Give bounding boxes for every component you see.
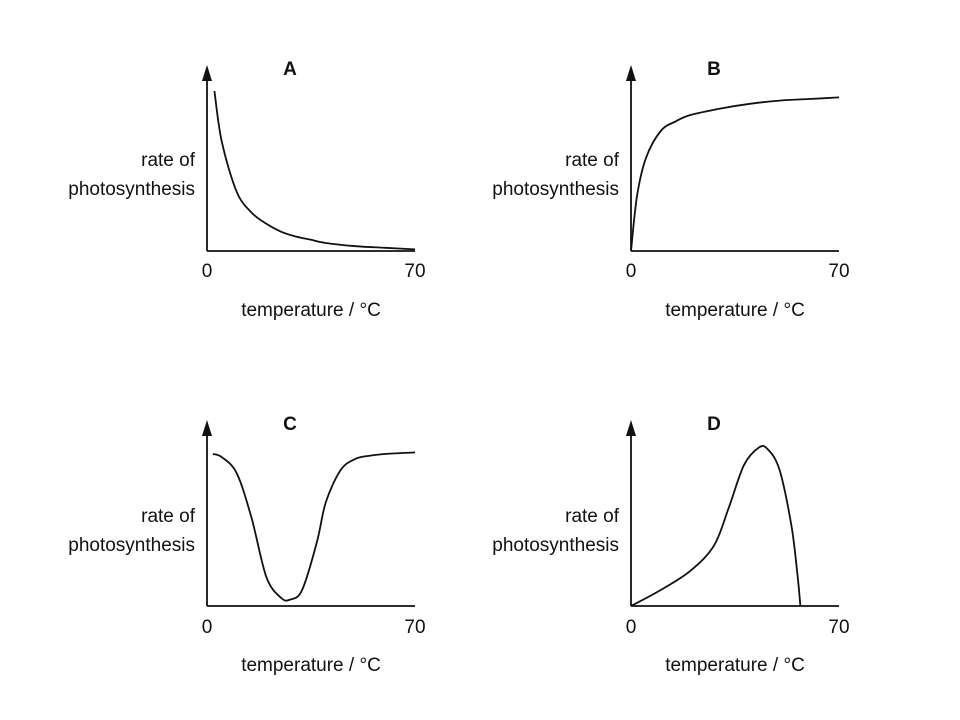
series-line [213, 90, 416, 251]
y-axis-label-line2: photosynthesis [68, 179, 195, 200]
y-axis-label-line1: rate of [141, 506, 196, 527]
series-line [212, 451, 416, 602]
x-tick-label: 0 [626, 617, 637, 638]
x-tick-label: 0 [202, 617, 213, 638]
series-line [630, 96, 840, 252]
y-axis-label-line2: photosynthesis [492, 179, 619, 200]
chart-title: D [707, 414, 721, 435]
y-axis-label-line1: rate of [565, 506, 620, 527]
x-axis-label: temperature / °C [241, 300, 381, 321]
series-line [630, 445, 802, 607]
y-axis-label-line2: photosynthesis [492, 535, 619, 556]
y-axis-arrowhead [202, 65, 212, 81]
y-axis-arrowhead [626, 65, 636, 81]
y-axis-label-line1: rate of [565, 150, 620, 171]
y-axis-label-line2: photosynthesis [68, 535, 195, 556]
x-tick-label: 70 [828, 261, 849, 282]
x-tick-label: 70 [404, 261, 425, 282]
chart-title: A [283, 59, 297, 80]
chart-title: C [283, 414, 297, 435]
y-axis-label-line1: rate of [141, 150, 196, 171]
x-tick-label: 0 [626, 261, 637, 282]
y-axis-arrowhead [202, 420, 212, 436]
x-axis-label: temperature / °C [665, 300, 805, 321]
x-tick-label: 70 [404, 617, 425, 638]
x-axis-label: temperature / °C [241, 655, 381, 676]
chart-title: B [707, 59, 721, 80]
x-tick-label: 70 [828, 617, 849, 638]
x-axis-label: temperature / °C [665, 655, 805, 676]
y-axis-arrowhead [626, 420, 636, 436]
x-tick-label: 0 [202, 261, 213, 282]
